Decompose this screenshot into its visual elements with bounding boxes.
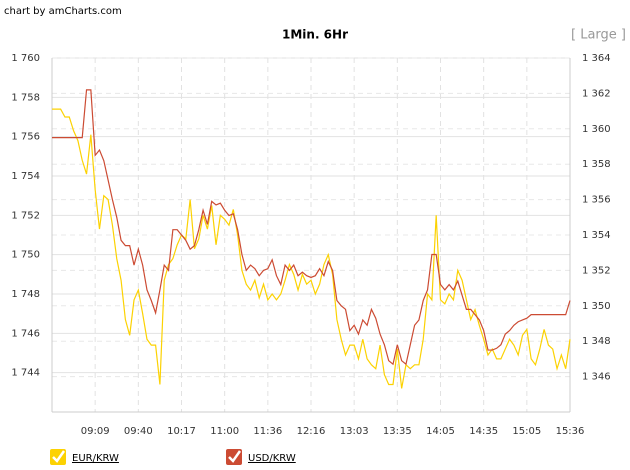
chart-title: 1Min. 6Hr <box>282 28 348 42</box>
x-tick-label: 13:35 <box>383 426 412 437</box>
x-tick-label: 09:40 <box>124 426 153 437</box>
size-button[interactable]: [ Large ] <box>571 28 626 43</box>
series-line <box>52 108 571 389</box>
y2-tick-label: 1 358 <box>582 159 611 170</box>
legend-label[interactable]: EUR/KRW <box>72 453 119 464</box>
series-line <box>52 89 571 366</box>
credit: chart by amCharts.com <box>4 6 122 17</box>
x-tick-label: 15:36 <box>556 426 585 437</box>
x-tick-label: 13:03 <box>340 426 369 437</box>
x-tick-label: 11:00 <box>210 426 239 437</box>
x-tick-label: 15:05 <box>512 426 541 437</box>
y2-tick-label: 1 348 <box>582 336 611 347</box>
legend-check <box>52 450 66 463</box>
y-tick-label: 1 760 <box>11 53 40 64</box>
y2-tick-label: 1 352 <box>582 265 611 276</box>
y2-tick-label: 1 360 <box>582 124 611 135</box>
x-tick-label: 12:16 <box>297 426 326 437</box>
y2-tick-label: 1 346 <box>582 372 611 383</box>
x-tick-label: 09:09 <box>81 426 110 437</box>
y-tick-label: 1 750 <box>11 250 40 261</box>
y-tick-label: 1 758 <box>11 92 40 103</box>
y-tick-label: 1 746 <box>11 328 40 339</box>
y-tick-label: 1 744 <box>11 368 40 379</box>
y-tick-label: 1 756 <box>11 132 40 143</box>
y-tick-label: 1 754 <box>11 171 40 182</box>
y-tick-label: 1 748 <box>11 289 40 300</box>
y2-tick-label: 1 354 <box>582 230 611 241</box>
y2-tick-label: 1 364 <box>582 53 611 64</box>
x-tick-label: 10:17 <box>167 426 196 437</box>
y2-tick-label: 1 362 <box>582 88 611 99</box>
x-tick-label: 14:35 <box>469 426 498 437</box>
y-tick-label: 1 752 <box>11 210 40 221</box>
y2-tick-label: 1 356 <box>582 195 611 206</box>
x-tick-label: 11:36 <box>253 426 282 437</box>
legend-check <box>228 450 242 463</box>
x-tick-label: 14:05 <box>426 426 455 437</box>
legend-label[interactable]: USD/KRW <box>248 453 296 464</box>
y2-tick-label: 1 350 <box>582 301 611 312</box>
